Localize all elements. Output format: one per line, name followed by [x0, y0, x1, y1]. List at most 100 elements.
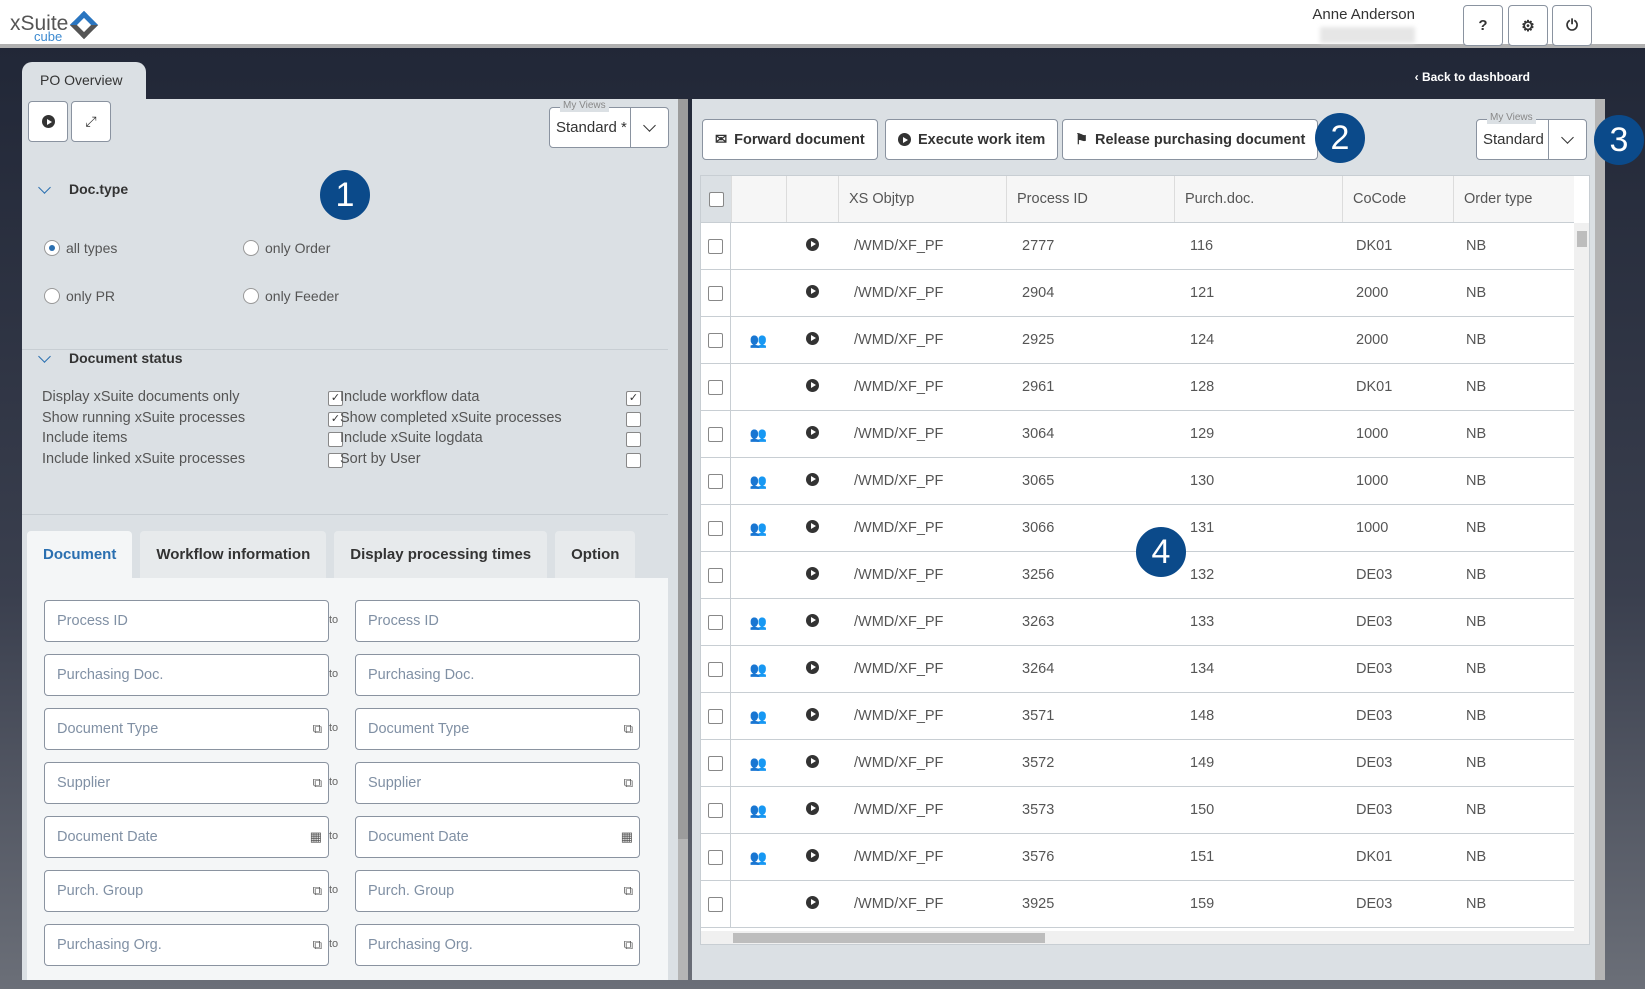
popup-icon[interactable]: ⧉: [312, 775, 322, 790]
popup-icon[interactable]: ⧉: [623, 721, 633, 736]
tab-po-overview[interactable]: PO Overview: [22, 62, 146, 100]
filter-field[interactable]: Purchasing Doc.: [355, 654, 640, 696]
filter-field[interactable]: Document Type ⧉: [44, 708, 329, 750]
play-icon[interactable]: [805, 895, 819, 909]
tab-display-processing-times[interactable]: Display processing times: [334, 531, 548, 578]
checkbox[interactable]: ✓: [328, 391, 343, 406]
play-icon[interactable]: [805, 378, 819, 392]
filter-field[interactable]: Supplier ⧉: [44, 762, 329, 804]
checkbox[interactable]: [626, 432, 641, 447]
radio-option[interactable]: all types: [44, 240, 117, 256]
row-checkbox[interactable]: [708, 426, 723, 442]
chevron-down-icon[interactable]: [1548, 120, 1586, 159]
radio-button[interactable]: [44, 240, 60, 256]
my-views-select[interactable]: My Views Standard: [1476, 112, 1587, 160]
column-header[interactable]: Process ID: [1006, 176, 1174, 222]
popup-icon[interactable]: ⧉: [623, 883, 633, 898]
play-icon[interactable]: [805, 707, 819, 721]
table-row[interactable]: 👥 /WMD/XF_PF 3264 134 DE03 NB: [701, 646, 1574, 693]
filter-field[interactable]: Purch. Group ⧉: [44, 870, 329, 912]
play-icon[interactable]: [805, 425, 819, 439]
section-doc-type[interactable]: Doc.type: [38, 181, 128, 197]
back-to-dashboard-link[interactable]: ‹ Back to dashboard: [1414, 70, 1530, 84]
checkbox[interactable]: [626, 411, 641, 427]
forward-document-button[interactable]: ✉ Forward document: [702, 119, 878, 160]
play-icon[interactable]: [805, 237, 819, 251]
right-scrollbar[interactable]: [1595, 99, 1605, 980]
popup-icon[interactable]: ⧉: [312, 937, 322, 952]
filter-field[interactable]: Purch. Group ⧉: [355, 870, 640, 912]
chevron-down-icon[interactable]: [630, 108, 668, 147]
checkbox[interactable]: ✓: [626, 391, 641, 406]
help-button[interactable]: ?: [1463, 5, 1503, 46]
table-row[interactable]: /WMD/XF_PF 2904 121 2000 NB: [701, 270, 1574, 317]
filter-field[interactable]: Purchasing Doc.: [44, 654, 329, 696]
row-checkbox[interactable]: [708, 755, 723, 771]
row-checkbox[interactable]: [708, 708, 723, 724]
play-icon[interactable]: [805, 801, 819, 815]
row-checkbox[interactable]: [708, 520, 723, 536]
table-row[interactable]: /WMD/XF_PF 3925 159 DE03 NB: [701, 881, 1574, 928]
row-checkbox[interactable]: [708, 896, 723, 912]
table-hscroll-thumb[interactable]: [733, 933, 1045, 943]
row-checkbox[interactable]: [708, 285, 723, 301]
column-header[interactable]: Purch.doc.: [1174, 176, 1342, 222]
filter-field[interactable]: Document Type ⧉: [355, 708, 640, 750]
table-row[interactable]: 👥 /WMD/XF_PF 3065 130 1000 NB: [701, 458, 1574, 505]
table-row[interactable]: 👥 /WMD/XF_PF 3571 148 DE03 NB: [701, 693, 1574, 740]
my-views-select[interactable]: My Views Standard *: [549, 100, 669, 148]
filter-field[interactable]: Process ID: [355, 600, 640, 642]
checkbox[interactable]: [328, 452, 343, 468]
table-row[interactable]: 👥 /WMD/XF_PF 2925 124 2000 NB: [701, 317, 1574, 364]
row-checkbox[interactable]: [708, 238, 723, 254]
play-icon[interactable]: [805, 284, 819, 298]
row-checkbox[interactable]: [708, 379, 723, 395]
checkbox[interactable]: ✓: [328, 411, 343, 427]
execute-button[interactable]: [28, 101, 68, 142]
play-icon[interactable]: [805, 519, 819, 533]
popup-icon[interactable]: ⧉: [312, 721, 322, 736]
tab-option[interactable]: Option: [555, 531, 636, 578]
table-row[interactable]: 👥 /WMD/XF_PF 3064 129 1000 NB: [701, 411, 1574, 458]
play-icon[interactable]: [805, 660, 819, 674]
row-checkbox[interactable]: [708, 473, 723, 489]
row-checkbox[interactable]: [708, 849, 723, 865]
select-all-checkbox[interactable]: [708, 191, 724, 207]
row-checkbox[interactable]: [708, 567, 723, 583]
popup-icon[interactable]: ⧉: [623, 937, 633, 952]
checkbox[interactable]: [626, 452, 641, 468]
table-row[interactable]: /WMD/XF_PF 2777 116 DK01 NB: [701, 223, 1574, 270]
filter-field[interactable]: Document Date ▦: [355, 816, 640, 858]
table-row[interactable]: 👥 /WMD/XF_PF 3576 151 DK01 NB: [701, 834, 1574, 881]
filter-field[interactable]: Supplier ⧉: [355, 762, 640, 804]
logout-button[interactable]: ⏻: [1552, 5, 1592, 46]
filter-field[interactable]: Process ID: [44, 600, 329, 642]
popup-icon[interactable]: ⧉: [623, 775, 633, 790]
settings-button[interactable]: ⚙: [1508, 5, 1548, 46]
row-checkbox[interactable]: [708, 661, 723, 677]
column-header[interactable]: Order type: [1453, 176, 1574, 222]
table-row[interactable]: 👥 /WMD/XF_PF 3263 133 DE03 NB: [701, 599, 1574, 646]
execute-work-item-button[interactable]: Execute work item: [885, 119, 1059, 160]
column-header[interactable]: XS Objtyp: [838, 176, 1006, 222]
radio-option[interactable]: only Order: [243, 240, 330, 256]
checkbox[interactable]: [328, 432, 343, 447]
table-row[interactable]: 👥 /WMD/XF_PF 3572 149 DE03 NB: [701, 740, 1574, 787]
table-row[interactable]: 👥 /WMD/XF_PF 3573 150 DE03 NB: [701, 787, 1574, 834]
calendar-icon[interactable]: ▦: [309, 829, 322, 844]
filter-field[interactable]: Document Date ▦: [44, 816, 329, 858]
release-purchasing-document-button[interactable]: ⚑ Release purchasing document: [1062, 119, 1319, 160]
left-scrollbar-thumb[interactable]: [678, 99, 688, 839]
table-vertical-scrollbar[interactable]: [1574, 223, 1589, 944]
radio-option[interactable]: only PR: [44, 288, 115, 304]
section-document-status[interactable]: Document status: [38, 350, 183, 366]
play-icon[interactable]: [805, 472, 819, 486]
filter-field[interactable]: Purchasing Org. ⧉: [355, 924, 640, 966]
play-icon[interactable]: [805, 613, 819, 627]
table-row[interactable]: /WMD/XF_PF 2961 128 DK01 NB: [701, 364, 1574, 411]
filter-field[interactable]: Purchasing Org. ⧉: [44, 924, 329, 966]
radio-button[interactable]: [243, 288, 259, 304]
play-icon[interactable]: [805, 331, 819, 345]
play-icon[interactable]: [805, 754, 819, 768]
popup-icon[interactable]: ⧉: [312, 883, 322, 898]
